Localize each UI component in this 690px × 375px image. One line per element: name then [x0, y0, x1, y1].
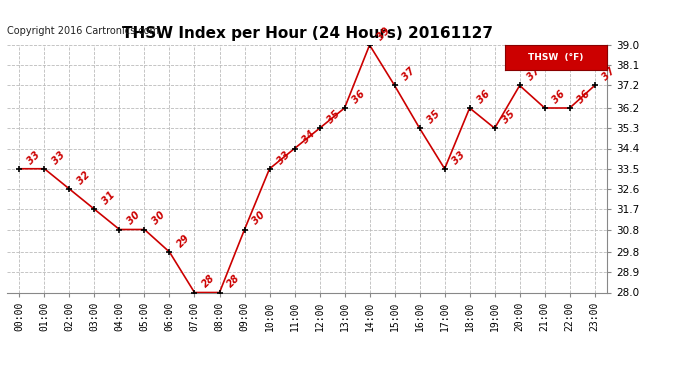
Text: 35: 35 — [325, 109, 342, 126]
Text: 30: 30 — [150, 210, 167, 227]
Text: 32: 32 — [75, 170, 92, 186]
Text: 36: 36 — [575, 88, 592, 105]
Text: 33: 33 — [50, 149, 67, 166]
Text: 37: 37 — [400, 66, 417, 83]
Text: 39: 39 — [375, 26, 392, 42]
Title: THSW Index per Hour (24 Hours) 20161127: THSW Index per Hour (24 Hours) 20161127 — [121, 26, 493, 41]
Text: 33: 33 — [450, 149, 467, 166]
Text: 35: 35 — [425, 109, 442, 126]
Text: 28: 28 — [225, 273, 241, 290]
Text: 30: 30 — [125, 210, 141, 227]
Text: Copyright 2016 Cartronics.com: Copyright 2016 Cartronics.com — [7, 26, 159, 36]
Text: 36: 36 — [475, 88, 492, 105]
Text: 33: 33 — [275, 149, 292, 166]
Text: 37: 37 — [600, 66, 617, 83]
Text: 33: 33 — [25, 149, 41, 166]
Text: 30: 30 — [250, 210, 267, 227]
Text: 36: 36 — [550, 88, 567, 105]
Text: 36: 36 — [350, 88, 367, 105]
Text: 29: 29 — [175, 232, 192, 249]
Text: 35: 35 — [500, 109, 517, 126]
Text: 28: 28 — [200, 273, 217, 290]
Text: 34: 34 — [300, 129, 317, 146]
Text: 31: 31 — [100, 190, 117, 207]
Text: 37: 37 — [525, 66, 542, 83]
